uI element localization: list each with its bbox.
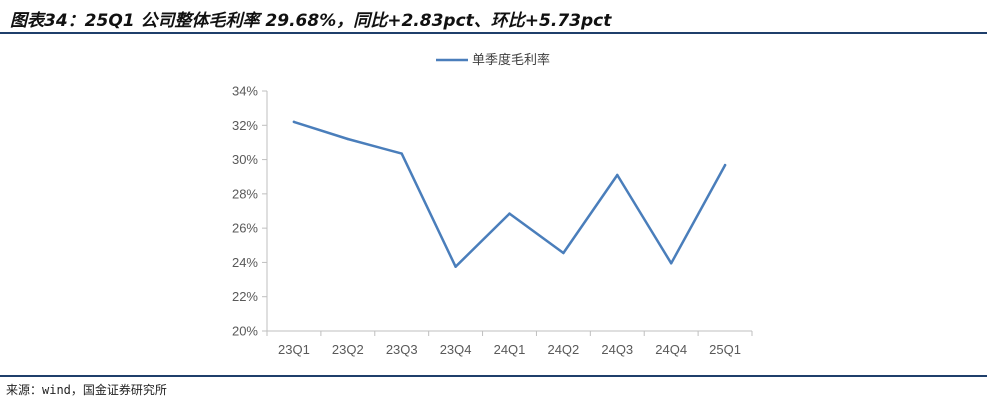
- data-point: [723, 163, 727, 167]
- x-tick-label: 25Q1: [709, 342, 741, 357]
- y-tick-label: 22%: [232, 289, 258, 304]
- data-point: [616, 173, 619, 177]
- bottom-rule: [0, 375, 987, 377]
- legend: 单季度毛利率: [436, 52, 550, 67]
- source-note: 来源：wind，国金证券研究所: [6, 383, 167, 397]
- data-point: [346, 137, 350, 141]
- x-tick-label: 23Q2: [332, 342, 364, 357]
- figure-title: 图表34：25Q1 公司整体毛利率 29.68%，同比+2.83pct、环比+5…: [10, 11, 612, 31]
- x-tick-label: 23Q3: [386, 342, 418, 357]
- x-axis: 23Q1 23Q2 23Q3 23Q4 24Q1 24Q2 24Q3 24Q4 25Q1: [266, 330, 753, 357]
- y-tick-label: 26%: [232, 221, 258, 236]
- series-line: [292, 120, 727, 268]
- data-point: [562, 251, 565, 255]
- x-tick-label: 24Q1: [494, 342, 526, 357]
- y-tick-label: 30%: [232, 152, 258, 167]
- y-axis: 20% 22% 24% 26% 28% 30% 32% 34%: [232, 84, 268, 339]
- x-tick-label: 24Q3: [601, 342, 633, 357]
- data-point: [292, 120, 296, 124]
- x-tick-label: 24Q4: [655, 342, 687, 357]
- figure-header: 图表34：25Q1 公司整体毛利率 29.68%，同比+2.83pct、环比+5…: [0, 0, 987, 34]
- series-layer: [292, 120, 727, 268]
- data-point: [454, 265, 457, 268]
- y-tick-label: 24%: [232, 255, 258, 270]
- line-chart: 单季度毛利率 20% 22% 24% 26% 28% 30% 32% 34% 23Q1 23Q2…: [232, 52, 753, 357]
- data-point: [669, 262, 673, 265]
- x-tick-label: 23Q4: [440, 342, 472, 357]
- x-tick-label: 24Q2: [547, 342, 579, 357]
- top-rule: [0, 32, 987, 34]
- y-tick-label: 34%: [232, 84, 258, 99]
- y-tick-label: 20%: [232, 324, 258, 339]
- x-tick-label: 23Q1: [278, 342, 310, 357]
- y-tick-label: 28%: [232, 186, 258, 201]
- data-point: [400, 152, 403, 155]
- y-tick-label: 32%: [232, 118, 258, 133]
- legend-label: 单季度毛利率: [472, 52, 550, 67]
- data-point: [508, 212, 511, 215]
